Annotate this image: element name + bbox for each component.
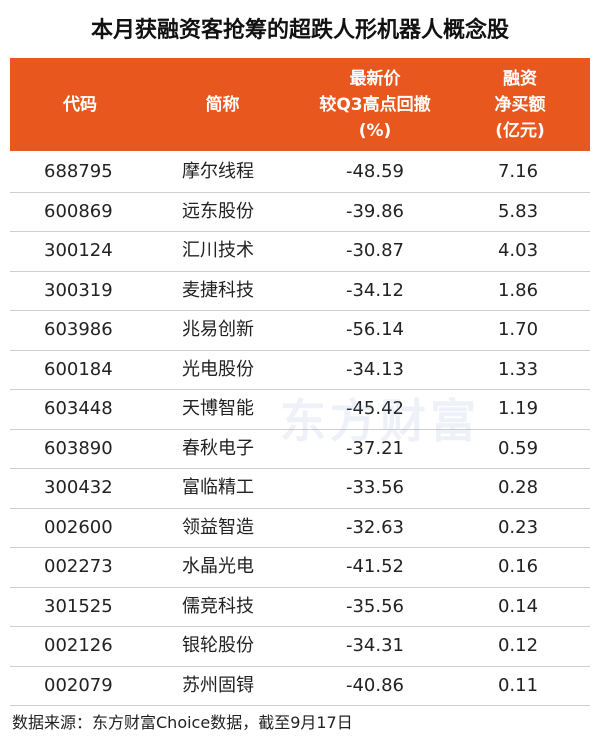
table-cell: -41.52 [345, 556, 405, 577]
header-cell: 代码 [10, 58, 150, 151]
table-cell: 0.14 [497, 595, 539, 617]
table-row: 002126 银轮股份 -34.31 0.12 [10, 626, 590, 667]
table-cell: -34.12 [345, 279, 405, 301]
table-cell: 0.12 [497, 635, 539, 656]
table-cell: 4.03 [497, 240, 539, 261]
table-cell: -37.21 [345, 437, 405, 459]
table-cell: 300124 [44, 240, 113, 261]
header-cell: 融资净买额 (亿元) [450, 58, 590, 151]
table-cell: 603986 [44, 319, 113, 340]
table-cell: 1.19 [497, 398, 539, 419]
table-cell: 603448 [44, 398, 113, 419]
header-line: 净买额 [494, 94, 546, 115]
table-cell: -35.56 [345, 595, 405, 617]
table-cell: -48.59 [345, 161, 405, 182]
table-cell: 水晶光电 [182, 556, 254, 577]
table-cell: 汇川技术 [182, 240, 254, 261]
table-row: 688795 摩尔线程 -48.59 7.16 [10, 152, 590, 193]
table-cell: -34.31 [345, 635, 405, 656]
source-note: 数据来源：东方财富Choice数据，截至9月17日 [12, 713, 353, 732]
table-cell: 领益智造 [182, 516, 254, 538]
table-cell: -30.87 [345, 240, 405, 261]
header-cell: 简称 [150, 58, 295, 151]
table-cell: 301525 [44, 595, 113, 617]
table-cell: 5.83 [497, 200, 539, 222]
table-cell: 0.11 [497, 674, 539, 696]
table-cell: -56.14 [345, 319, 405, 340]
table-cell: 7.16 [497, 161, 539, 182]
table-cell: 002079 [44, 674, 113, 696]
table-header: 代码 简称 最新价较Q3高点回撤 (%) 融资净买额 (亿元) [10, 58, 590, 151]
table-cell: 光电股份 [182, 358, 254, 380]
table-cell: 1.33 [497, 358, 539, 380]
table-cell: 0.23 [497, 516, 539, 538]
table-row: 002079 苏州固锝 -40.86 0.11 [10, 666, 590, 706]
table-row: 600869 远东股份 -39.86 5.83 [10, 192, 590, 232]
table-cell: 银轮股份 [182, 635, 254, 656]
table-cell: 002273 [44, 556, 113, 577]
table-cell: 兆易创新 [182, 319, 254, 340]
table-cell: 天博智能 [182, 398, 254, 419]
table-cell: -40.86 [345, 674, 405, 696]
table-cell: 688795 [44, 161, 113, 182]
table-cell: 0.16 [497, 556, 539, 577]
table-row: 002600 领益智造 -32.63 0.23 [10, 508, 590, 548]
header-line: 代码 [63, 94, 97, 115]
table-cell: -34.13 [345, 358, 405, 380]
watermark: 东方财富 [280, 394, 480, 448]
table-row: 603986 兆易创新 -56.14 1.70 [10, 310, 590, 351]
table-cell: 远东股份 [182, 200, 254, 222]
table-cell: 春秋电子 [182, 437, 254, 459]
table-cell: -39.86 [345, 200, 405, 222]
table-cell: 1.70 [497, 319, 539, 340]
table-cell: 300432 [44, 477, 113, 498]
table-row: 603890 春秋电子 -37.21 0.59 [10, 429, 590, 469]
table-cell: -45.42 [345, 398, 405, 419]
header-line: 融资 [503, 68, 537, 89]
table-cell: 603890 [44, 437, 113, 459]
title: 本月获融资客抢筹的超跌人形机器人概念股 [90, 18, 509, 43]
table-cell: 600184 [44, 358, 113, 380]
table-cell: 富临精工 [182, 477, 254, 498]
table-cell: 摩尔线程 [182, 161, 254, 182]
header-line: (%) [358, 120, 392, 141]
table-cell: 002126 [44, 635, 113, 656]
table-cell: 300319 [44, 279, 113, 301]
header-line: 最新价 [349, 68, 401, 89]
table-row: 600184 光电股份 -34.13 1.33 [10, 350, 590, 390]
header-line: 较Q3高点回撤 [319, 94, 431, 115]
table-cell: 麦捷科技 [182, 279, 254, 301]
header-line: 简称 [205, 94, 240, 115]
table-row: 300124 汇川技术 -30.87 4.03 [10, 231, 590, 272]
table-cell: 600869 [44, 200, 113, 222]
table-cell: 儒竞科技 [182, 595, 254, 617]
header-line: (亿元) [495, 120, 545, 141]
table-row: 300319 麦捷科技 -34.12 1.86 [10, 271, 590, 311]
table-cell: -32.63 [345, 516, 405, 538]
table-cell: 苏州固锝 [182, 674, 254, 696]
table-row: 301525 儒竞科技 -35.56 0.14 [10, 587, 590, 627]
table-cell: 0.28 [497, 477, 539, 498]
table-row: 603448 天博智能 -45.42 1.19 [10, 389, 590, 430]
table-cell: 1.86 [497, 279, 539, 301]
table-cell: -33.56 [345, 477, 405, 498]
table-cell: 0.59 [497, 437, 539, 459]
table-row: 300432 富临精工 -33.56 0.28 [10, 468, 590, 509]
table-row: 002273 水晶光电 -41.52 0.16 [10, 547, 590, 588]
table-cell: 002600 [44, 516, 113, 538]
header-cell: 最新价较Q3高点回撤 (%) [300, 58, 450, 151]
